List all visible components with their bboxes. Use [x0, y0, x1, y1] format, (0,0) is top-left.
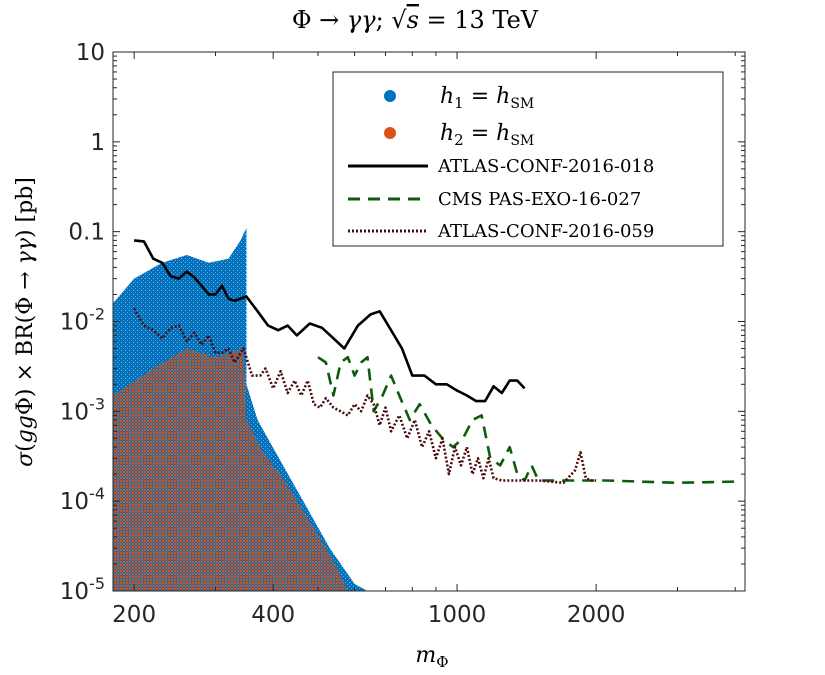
- line-atlas-018: [133, 239, 526, 403]
- y-tick-label: 1: [90, 130, 105, 156]
- y-tick-label: 10: [76, 40, 105, 66]
- lines-layer: [132, 239, 736, 485]
- y-tick-label: 10-4: [60, 484, 105, 515]
- legend-label-atlas-059: ATLAS-CONF-2016-059: [437, 221, 654, 242]
- x-axis-label: mΦ: [415, 643, 448, 671]
- legend: h1 = hSM h2 = hSM ATLAS-CONF-2016-018 CM…: [332, 71, 724, 247]
- legend-label-cms: CMS PAS-EXO-16-027: [438, 189, 641, 210]
- scatter-region-2: [113, 348, 348, 591]
- plot-area: [113, 227, 736, 591]
- legend-label-h2: h2 = hSM: [440, 121, 534, 149]
- legend-box: [332, 71, 724, 247]
- legend-label-h1: h1 = hSM: [440, 84, 534, 112]
- legend-label-atlas-018: ATLAS-CONF-2016-018: [437, 156, 654, 177]
- legend-marker-h2: [384, 127, 396, 139]
- x-tick-label: 2000: [567, 602, 626, 628]
- x-tick-label: 1000: [428, 602, 487, 628]
- scatter-layer: [113, 227, 368, 591]
- y-axis-label: σ(ggΦ) × BR(Φ → γγ) [pb]: [13, 177, 38, 467]
- y-tick-label: 10-3: [60, 394, 105, 425]
- x-tick-label: 200: [112, 602, 156, 628]
- chart-title: Φ → γγ; √s = 13 TeV: [292, 6, 539, 34]
- legend-marker-h1: [384, 90, 396, 102]
- y-tick-label: 10-5: [60, 574, 105, 605]
- y-tick-label: 10-2: [60, 305, 105, 336]
- ticks-layer: 10 1 0.1 10-2 10-3 10-4 10-5 200 400 1000 2000: [60, 40, 745, 628]
- y-tick-label: 0.1: [68, 220, 105, 246]
- line-cms-exo-027: [317, 355, 736, 485]
- x-tick-label: 400: [251, 602, 295, 628]
